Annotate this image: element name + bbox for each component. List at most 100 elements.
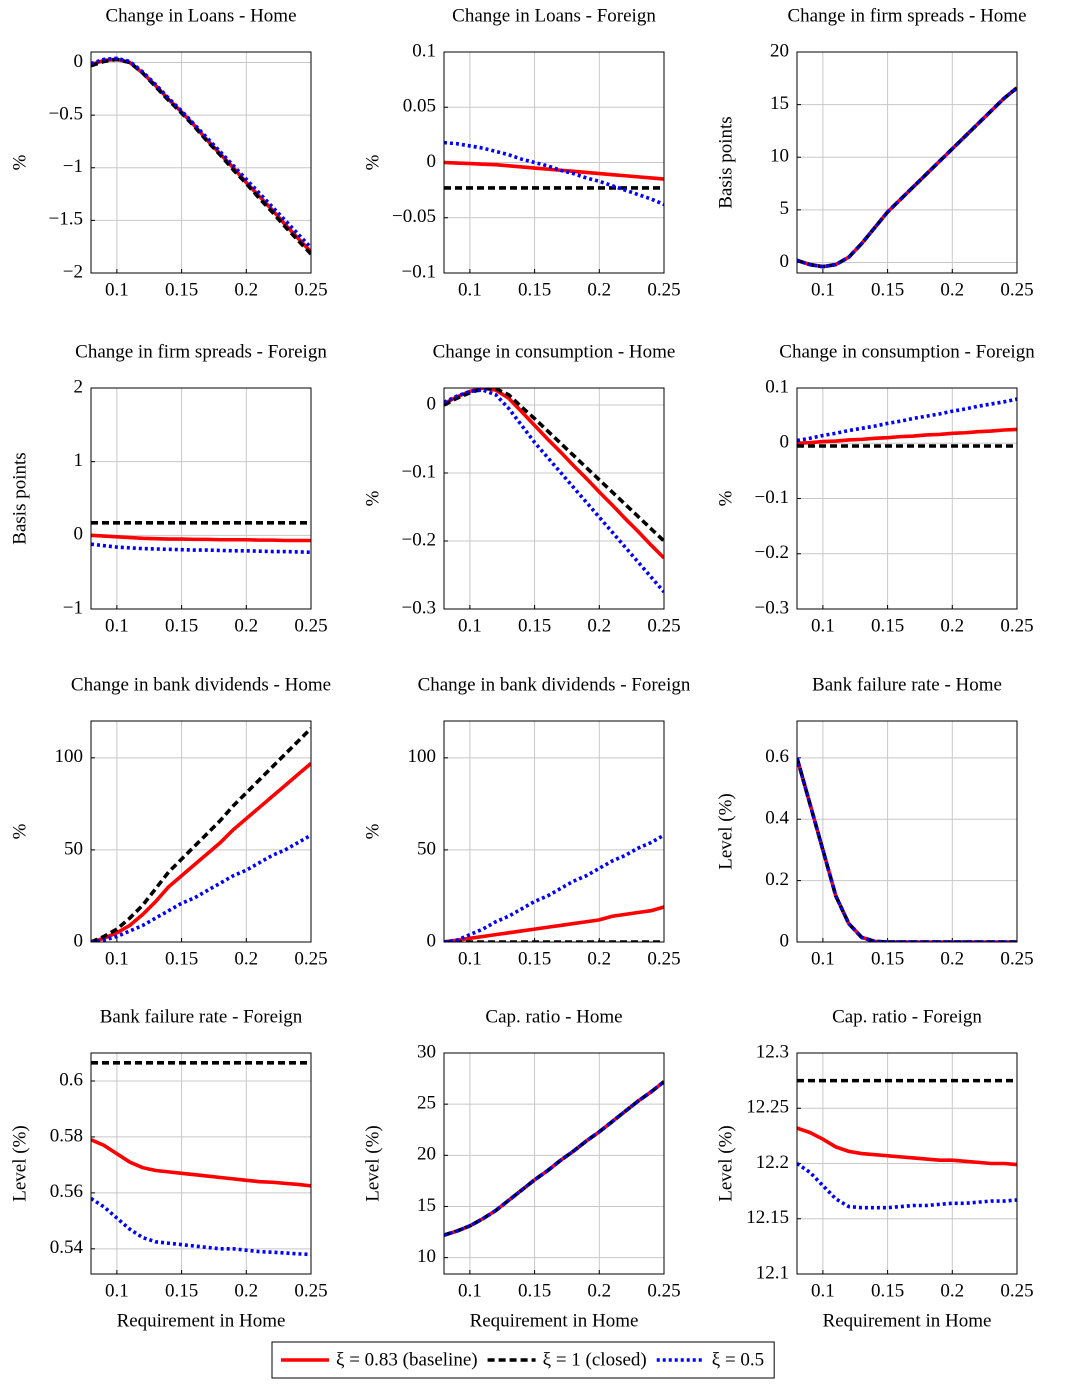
panel-title: Change in bank dividends - Home	[71, 674, 331, 695]
x-tick-label: 0.2	[940, 948, 964, 969]
plot-frame	[90, 387, 312, 610]
series-line	[797, 757, 1017, 942]
y-axis-label: Level (%)	[715, 793, 736, 869]
series-line	[797, 1162, 1017, 1210]
x-tick-label: 0.15	[871, 1280, 904, 1301]
x-tick-label: 0.15	[518, 1280, 551, 1301]
x-tick-label: 0.25	[647, 1280, 680, 1301]
y-tick-label: −0.3	[755, 597, 789, 618]
y-tick-label: 2	[74, 376, 84, 397]
y-tick-label: −0.2	[402, 529, 436, 550]
y-tick-label: 50	[64, 838, 83, 859]
y-tick-label: −1	[63, 156, 83, 177]
y-axis-label: Level (%)	[9, 1125, 30, 1201]
series-line	[797, 397, 1017, 443]
y-tick-label: −0.1	[755, 487, 789, 508]
panel: Change in consumption - Foreign 0.1 0.15 0.…	[715, 341, 1035, 636]
y-axis-label: Basis points	[9, 452, 30, 544]
series-line	[91, 761, 311, 942]
y-tick-label: 20	[417, 1144, 436, 1165]
panel-title: Change in bank dividends - Foreign	[418, 674, 691, 695]
y-tick-label: 12.15	[746, 1207, 789, 1228]
panel: Cap. ratio - Foreign 0.1 0.15 0.2 0.25 12.1 12…	[715, 1006, 1033, 1331]
y-tick-label: 30	[417, 1041, 436, 1062]
y-axis-label: %	[362, 154, 383, 170]
panel-title: Change in Loans - Home	[105, 5, 296, 26]
panel-title: Cap. ratio - Foreign	[832, 1006, 982, 1027]
y-tick-label: −0.1	[402, 461, 436, 482]
x-tick-label: 0.25	[647, 615, 680, 636]
x-tick-label: 0.1	[105, 279, 129, 300]
y-tick-label: −0.05	[392, 206, 436, 227]
y-tick-label: 50	[417, 838, 436, 859]
series-line	[91, 56, 311, 249]
panel-title: Change in consumption - Home	[433, 341, 676, 362]
x-tick-label: 0.15	[165, 1280, 198, 1301]
series-line	[91, 542, 311, 555]
x-axis-label: Requirement in Home	[470, 1310, 639, 1331]
x-tick-label: 0.2	[587, 279, 611, 300]
y-tick-label: 0.1	[412, 40, 436, 61]
x-tick-label: 0.15	[871, 279, 904, 300]
panel: Change in consumption - Home 0.1 0.15 0.2 0.…	[362, 341, 680, 636]
legend: ξ = 0.83 (baseline) ξ = 1 (closed) ξ = 0.5	[271, 1341, 775, 1379]
y-axis-label: Basis points	[715, 116, 736, 208]
x-tick-label: 0.15	[165, 948, 198, 969]
y-tick-label: −0.3	[402, 597, 436, 618]
y-tick-label: 12.25	[746, 1097, 789, 1118]
panel: Change in Loans - Foreign 0.1 0.15 0.2 0.25 −…	[362, 5, 680, 300]
panel: Bank failure rate - Foreign 0.1 0.15 0.2 0.2…	[9, 1006, 327, 1331]
plot-frame	[796, 51, 1018, 274]
panel: Change in Loans - Home 0.1 0.15 0.2 0.25 −2 −1…	[9, 5, 327, 300]
y-tick-label: 100	[55, 746, 84, 767]
y-tick-label: 0.58	[50, 1125, 83, 1146]
x-tick-label: 0.15	[871, 948, 904, 969]
x-tick-label: 0.1	[458, 948, 482, 969]
y-tick-label: 20	[770, 40, 789, 61]
series-line	[91, 1138, 311, 1188]
x-tick-label: 0.25	[647, 279, 680, 300]
x-tick-label: 0.1	[811, 948, 835, 969]
y-tick-label: −0.5	[49, 104, 83, 125]
legend-label: ξ = 0.83 (baseline)	[336, 1349, 478, 1370]
x-tick-label: 0.25	[1000, 948, 1033, 969]
series-line	[444, 833, 664, 942]
panel-title: Bank failure rate - Home	[812, 674, 1002, 695]
y-tick-label: 5	[780, 198, 790, 219]
x-tick-label: 0.25	[647, 948, 680, 969]
series-line	[91, 57, 311, 254]
y-tick-label: 0	[74, 51, 84, 72]
x-tick-label: 0.1	[105, 615, 129, 636]
y-axis-label: %	[715, 490, 736, 506]
y-axis-label: %	[9, 154, 30, 170]
panel-title: Change in firm spreads - Foreign	[75, 341, 327, 362]
x-tick-label: 0.2	[940, 279, 964, 300]
y-tick-label: 0	[427, 930, 437, 951]
x-tick-label: 0.1	[458, 1280, 482, 1301]
y-tick-label: 10	[417, 1246, 436, 1267]
x-tick-label: 0.25	[294, 615, 327, 636]
plot-frame	[443, 387, 665, 610]
y-tick-label: 0	[780, 251, 790, 272]
y-tick-label: 15	[770, 93, 789, 114]
x-tick-label: 0.15	[518, 279, 551, 300]
plot-frame	[796, 387, 1018, 610]
y-tick-label: 100	[408, 746, 437, 767]
x-tick-label: 0.1	[458, 279, 482, 300]
y-tick-label: −0.1	[402, 261, 436, 282]
y-tick-label: 0.6	[59, 1069, 83, 1090]
x-tick-label: 0.2	[940, 615, 964, 636]
panel: Cap. ratio - Home 0.1 0.15 0.2 0.25 10 15 20 25 3…	[362, 1006, 680, 1331]
y-tick-label: 0	[780, 930, 790, 951]
panel: Change in bank dividends - Foreign 0.1 0.1…	[362, 674, 691, 969]
panel: Change in firm spreads - Foreign 0.1 0.15 0…	[9, 341, 327, 636]
series-line	[797, 86, 1017, 269]
y-tick-label: 0.54	[50, 1237, 84, 1258]
series-line	[444, 1080, 664, 1237]
panel-title: Change in consumption - Foreign	[779, 341, 1035, 362]
y-tick-label: 0.2	[765, 869, 789, 890]
series-line	[444, 905, 664, 942]
y-tick-label: 1	[74, 450, 84, 471]
series-line	[91, 533, 311, 543]
x-tick-label: 0.25	[294, 1280, 327, 1301]
